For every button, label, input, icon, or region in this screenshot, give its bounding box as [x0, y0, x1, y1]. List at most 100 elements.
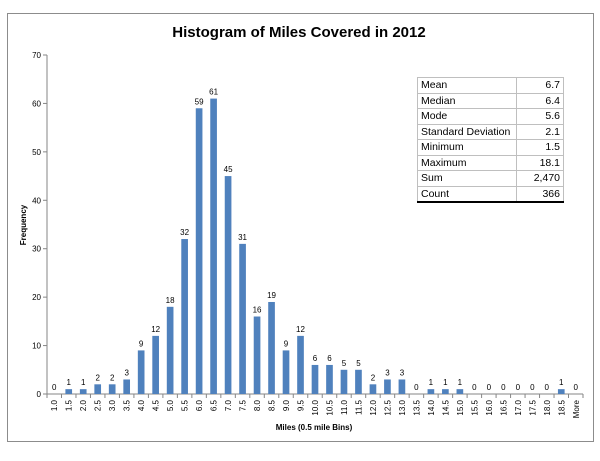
data-label: 1: [458, 378, 463, 387]
bar: [123, 379, 131, 394]
data-label: 12: [296, 325, 305, 334]
bar: [340, 369, 348, 394]
x-tick-label: 12.5: [383, 399, 392, 415]
x-tick-label: 10.5: [325, 399, 334, 415]
data-label: 0: [472, 383, 477, 392]
stat-value: 6.4: [516, 92, 564, 109]
data-label: 0: [414, 383, 419, 392]
data-label: 0: [545, 383, 550, 392]
bar: [65, 389, 73, 394]
stat-label: Minimum: [417, 139, 517, 156]
stat-value: 6.7: [516, 77, 564, 94]
bars: [65, 98, 565, 395]
data-label: 0: [501, 383, 506, 392]
bar: [384, 379, 391, 394]
data-label: 6: [327, 354, 332, 363]
x-tick-label: 15.0: [456, 399, 465, 415]
x-tick-label: 9.0: [282, 399, 291, 411]
x-tick-label: 3.0: [108, 399, 117, 411]
x-tick-label: 15.5: [470, 399, 479, 415]
bar: [311, 364, 319, 394]
data-label: 19: [267, 291, 276, 300]
data-label: 6: [313, 354, 318, 363]
x-tick-label: 16.5: [499, 399, 508, 415]
bar: [210, 98, 217, 394]
stat-value: 2.1: [516, 123, 564, 140]
x-tick-label: More: [572, 399, 581, 418]
summary-stats-table: Mean 6.7 Median 6.4 Mode 5.6 Standard Deviatio…: [417, 77, 564, 203]
stats-row: Sum 2,470: [417, 170, 564, 187]
bar: [224, 176, 232, 394]
data-label: 18: [166, 296, 175, 305]
stat-label: Maximum: [417, 154, 517, 171]
data-label: 1: [81, 378, 86, 387]
data-label: 61: [209, 88, 218, 97]
x-tick-label: 11.0: [340, 399, 349, 415]
y-axis: 0 10 20 30 40 50 60 70: [32, 51, 48, 399]
data-label: 12: [151, 325, 160, 334]
x-tick-label: 1.0: [50, 399, 59, 411]
data-label: 2: [95, 373, 100, 382]
data-label: 32: [180, 228, 189, 237]
data-label: 2: [110, 373, 115, 382]
bar: [427, 389, 435, 394]
y-tick-label: 60: [32, 99, 41, 108]
stat-label: Standard Deviation: [417, 123, 517, 140]
stats-row: Median 6.4: [417, 92, 564, 109]
bar: [442, 389, 449, 394]
y-tick-label: 50: [32, 148, 41, 157]
data-label: 3: [385, 368, 390, 377]
x-tick-label: 8.0: [253, 399, 262, 411]
stat-label: Median: [417, 92, 517, 109]
stats-row: Maximum 18.1: [417, 154, 564, 171]
x-tick-label: 6.5: [210, 399, 219, 411]
bar: [108, 384, 116, 394]
x-axis: 1.0 1.5 2.0 2.5 3.0 3.5 4.0 4.5 5.0 5.5 6.0 6.5 7.0 7…: [46, 393, 584, 418]
stats-row: Mode 5.6: [417, 108, 564, 125]
data-label: 59: [195, 97, 204, 106]
y-tick-label: 0: [37, 390, 42, 399]
x-tick-label: 2.0: [79, 399, 88, 411]
bar: [195, 108, 203, 395]
stat-label: Sum: [417, 170, 517, 187]
x-tick-label: 4.5: [152, 399, 161, 411]
bar: [79, 389, 87, 394]
stat-label: Mode: [417, 108, 517, 125]
stats-row: Minimum 1.5: [417, 139, 564, 156]
x-tick-label: 16.0: [485, 399, 494, 415]
stat-value: 366: [516, 185, 564, 203]
x-tick-label: 8.5: [268, 399, 277, 411]
data-label: 0: [487, 383, 492, 392]
stats-row: Count 366: [417, 185, 564, 203]
data-label: 0: [52, 383, 57, 392]
bar: [94, 384, 102, 394]
data-label: 1: [559, 378, 564, 387]
data-label: 0: [574, 383, 579, 392]
x-tick-label: 7.5: [239, 399, 248, 411]
bar: [268, 301, 275, 394]
bar: [326, 364, 333, 394]
x-tick-label: 9.5: [297, 399, 306, 411]
x-tick-label: 7.0: [224, 399, 233, 411]
x-tick-label: 18.0: [543, 399, 552, 415]
bar: [253, 316, 261, 394]
x-tick-label: 17.0: [514, 399, 523, 415]
bar: [557, 389, 565, 394]
bar: [166, 306, 174, 394]
x-axis-title: Miles (0.5 mile Bins): [276, 423, 353, 432]
data-label: 1: [429, 378, 434, 387]
stats-row: Standard Deviation 2.1: [417, 123, 564, 140]
y-tick-label: 40: [32, 196, 41, 205]
data-label: 2: [371, 373, 376, 382]
data-label: 3: [400, 368, 405, 377]
bar: [369, 384, 377, 394]
bar: [297, 335, 304, 394]
x-tick-label: 13.0: [398, 399, 407, 415]
stat-value: 1.5: [516, 139, 564, 156]
y-tick-label: 30: [32, 245, 41, 254]
data-label: 3: [124, 368, 129, 377]
y-tick-label: 10: [32, 342, 41, 351]
x-tick-label: 13.5: [412, 399, 421, 415]
x-tick-label: 1.5: [65, 399, 74, 411]
